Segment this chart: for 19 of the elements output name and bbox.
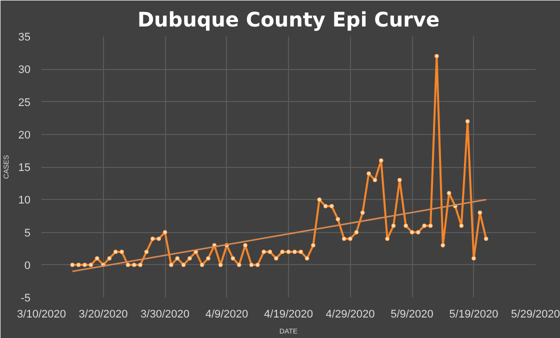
x-tick-label: 4/29/2020 [326,308,375,320]
y-tick-label: 15 [18,162,31,174]
chart-title: Dubuque County Epi Curve [137,8,440,32]
x-tick-label: 5/19/2020 [449,308,498,320]
y-tick-label: -5 [20,292,30,304]
y-tick-label: 30 [18,64,31,76]
y-tick-label: 0 [24,260,31,272]
x-tick-label: 4/9/2020 [205,308,248,320]
x-tick-label: 4/19/2020 [264,308,313,320]
x-tick-label: 5/9/2020 [390,308,434,320]
x-tick-label: 5/29/2020 [511,308,560,320]
y-tick-label: 5 [24,227,31,240]
x-tick-label: 3/30/2020 [140,308,190,320]
x-tick-label: 3/10/2020 [17,308,66,320]
y-tick-label: 20 [18,129,31,142]
y-tick-label: 25 [18,96,31,109]
x-tick-label: 3/20/2020 [78,308,128,320]
y-tick-label: 10 [18,194,31,207]
y-tick-label: 35 [18,32,31,44]
